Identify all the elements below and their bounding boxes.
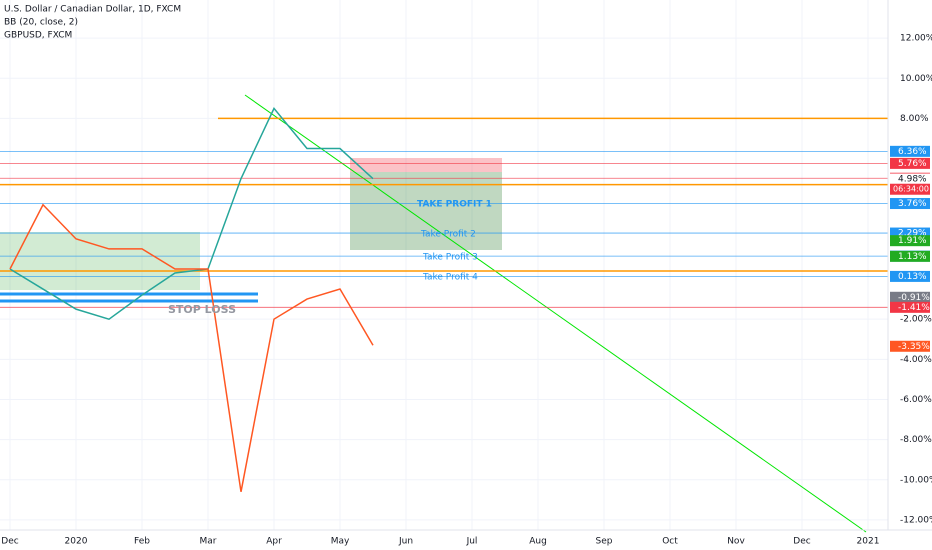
price-tag-label: -1.41% bbox=[898, 303, 930, 313]
series-line bbox=[9, 106, 374, 320]
price-tag-label: 6.36% bbox=[898, 147, 927, 157]
y-tick-label: -8.00% bbox=[900, 435, 932, 445]
price-tag-label: -3.35% bbox=[898, 342, 930, 352]
x-tick-label: 2021 bbox=[857, 537, 880, 547]
price-tag bbox=[890, 173, 930, 185]
header-line: GBPUSD, FXCM bbox=[4, 31, 72, 41]
countdown-tag bbox=[890, 183, 930, 195]
annotation: Take Profit 2 bbox=[420, 230, 476, 240]
price-tag bbox=[890, 340, 930, 352]
price-tag-label: 3.76% bbox=[898, 199, 927, 209]
price-tag-label: 1.13% bbox=[898, 252, 927, 262]
price-tag bbox=[890, 291, 930, 303]
price-tag bbox=[890, 145, 930, 157]
price-tag-label: 5.76% bbox=[898, 159, 927, 169]
price-tag bbox=[890, 250, 930, 262]
y-tick-label: -2.00% bbox=[900, 315, 932, 325]
trend-line bbox=[244, 94, 867, 533]
countdown: 06:34:00 bbox=[893, 185, 929, 194]
price-tag-label: 0.13% bbox=[898, 272, 927, 282]
x-tick-label: Sep bbox=[596, 537, 613, 547]
x-tick-label: Apr bbox=[266, 537, 282, 547]
price-tag bbox=[890, 157, 930, 169]
annotation: Take Profit 3 bbox=[422, 253, 478, 263]
price-tag bbox=[890, 301, 930, 313]
y-tick-label: 8.00% bbox=[900, 114, 929, 124]
price-tag bbox=[890, 270, 930, 282]
price-tag-label: 4.98% bbox=[898, 175, 927, 185]
annotation: STOP LOSS bbox=[168, 303, 236, 316]
x-tick-label: Feb bbox=[134, 537, 150, 547]
header-line: BB (20, close, 2) bbox=[4, 18, 78, 28]
header-line: U.S. Dollar / Canadian Dollar, 1D, FXCM bbox=[4, 5, 181, 15]
x-tick-label: Aug bbox=[529, 537, 547, 547]
x-tick-label: Jul bbox=[466, 537, 478, 547]
x-tick-label: Dec bbox=[1, 537, 18, 547]
x-tick-label: May bbox=[331, 537, 350, 547]
range-box bbox=[0, 232, 200, 290]
price-tag bbox=[890, 198, 930, 210]
price-tag bbox=[890, 227, 930, 239]
price-tag-label: -0.91% bbox=[898, 293, 930, 303]
x-tick-label: Mar bbox=[200, 537, 217, 547]
y-tick-label: 10.00% bbox=[900, 74, 932, 84]
x-tick-label: Jun bbox=[398, 537, 413, 547]
y-tick-label: -12.00% bbox=[900, 515, 932, 525]
x-tick-label: Nov bbox=[727, 537, 745, 547]
annotation: TAKE PROFIT 1 bbox=[417, 200, 492, 210]
x-tick-label: Oct bbox=[662, 537, 678, 547]
stop-zone bbox=[350, 158, 502, 172]
price-tag-label: 2.29% bbox=[898, 229, 927, 239]
y-tick-label: -6.00% bbox=[900, 395, 932, 405]
y-tick-label: 12.00% bbox=[900, 34, 932, 44]
x-tick-label: 2020 bbox=[65, 537, 88, 547]
price-tag bbox=[890, 235, 930, 247]
y-tick-label: -4.00% bbox=[900, 355, 932, 365]
x-tick-label: Dec bbox=[793, 537, 810, 547]
y-tick-label: -10.00% bbox=[900, 475, 932, 485]
series-line bbox=[9, 203, 374, 492]
annotation: Take Profit 4 bbox=[422, 273, 478, 283]
price-tag-label: 1.91% bbox=[898, 236, 927, 246]
